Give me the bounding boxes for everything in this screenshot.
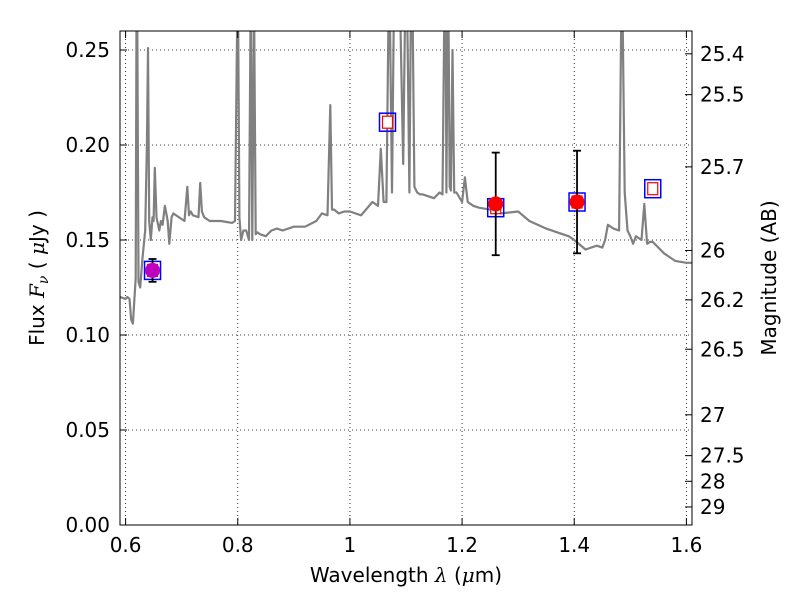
square-inner <box>381 115 394 129</box>
x-tick-label: 1.2 <box>446 533 478 557</box>
x-tick-label: 1.6 <box>670 533 702 557</box>
y2-tick-label: 26.2 <box>700 288 745 312</box>
plot-area <box>120 31 692 525</box>
square-outer <box>643 178 662 199</box>
model-photometry-point <box>378 112 397 132</box>
y-tick-label: 0.05 <box>65 418 110 442</box>
model-photometry-point <box>643 178 662 199</box>
y-tick-label: 0.25 <box>65 38 110 62</box>
square-outer <box>378 112 397 132</box>
y2-tick-label: 26.5 <box>700 337 745 361</box>
plot-frame <box>119 30 693 526</box>
y2-tick-label: 25.7 <box>700 155 745 179</box>
observed-marker <box>569 194 585 210</box>
x-tick-label: 1.4 <box>558 533 590 557</box>
x-tick-label: 0.6 <box>110 533 142 557</box>
y-tick-label: 0.20 <box>65 133 110 157</box>
y2-tick-label: 28 <box>700 469 725 493</box>
y2-tick-label: 27 <box>700 403 725 427</box>
observed-marker <box>488 196 504 212</box>
x-axis-title: Wavelength λ (μm) <box>310 563 502 587</box>
observed-point <box>569 149 585 255</box>
y-tick-label: 0.00 <box>65 513 110 537</box>
data-layer <box>120 31 692 325</box>
observed-point <box>145 258 161 283</box>
x-tick-label: 0.8 <box>222 533 254 557</box>
y2-tick-label: 27.5 <box>700 444 745 468</box>
square-inner <box>647 182 659 196</box>
ticks: 0.6 0.8 1 1.2 1.4 1.6 0.00 0.05 0.10 0.15 0.20 0.25… <box>65 31 745 557</box>
y2-tick-label: 26 <box>700 238 725 262</box>
observed-point <box>488 151 504 257</box>
y2-tick-label: 29 <box>700 495 725 519</box>
x-tick-label: 1 <box>344 533 357 557</box>
observed-marker <box>145 262 161 278</box>
y-tick-label: 0.15 <box>65 228 110 252</box>
y-tick-label: 0.10 <box>65 323 110 347</box>
marker-layer <box>143 112 662 283</box>
y-axis-title: Flux Fν ( μJy ) <box>25 210 52 346</box>
y2-tick-label: 25.4 <box>700 42 745 66</box>
y2-tick-label: 25.5 <box>700 83 745 107</box>
spectrum-line <box>120 31 692 325</box>
y2-axis-title: Magnitude (AB) <box>757 200 781 355</box>
